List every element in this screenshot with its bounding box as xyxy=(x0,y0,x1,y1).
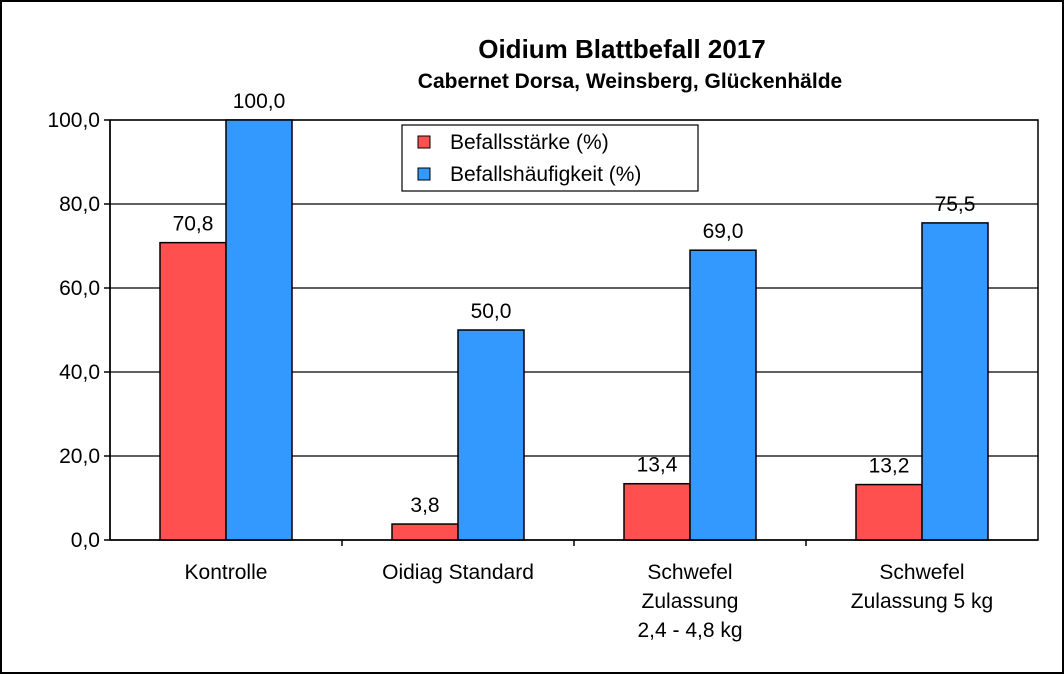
y-tick-label: 60,0 xyxy=(59,277,100,300)
category-label: Oidiag Standard xyxy=(382,561,534,584)
category-label: Kontrolle xyxy=(185,561,268,584)
category-label: 2,4 - 4,8 kg xyxy=(637,619,742,642)
category-label: Schwefel xyxy=(647,561,732,584)
y-tick-label: 20,0 xyxy=(59,445,100,468)
bar-befallshaeufigkeit xyxy=(689,249,757,541)
bar-befallshaeufigkeit xyxy=(921,222,989,541)
category-label: Zulassung 5 kg xyxy=(851,590,993,613)
bar-befallshaeufigkeit xyxy=(457,329,525,541)
data-label: 75,5 xyxy=(935,193,976,216)
chart-title: Oidium Blattbefall 2017 xyxy=(478,34,766,64)
legend-label: Befallsstärke (%) xyxy=(450,131,609,154)
axes xyxy=(104,119,1038,546)
category-label: Zulassung xyxy=(642,590,739,613)
y-tick-labels: 0,0 20,0 40,0 60,0 80,0 100,0 xyxy=(47,109,100,552)
data-label: 100,0 xyxy=(233,90,286,113)
bar-befallshaeufigkeit xyxy=(225,119,293,541)
bars xyxy=(159,119,989,541)
bar-befallsstaerke xyxy=(159,241,227,541)
legend-swatch xyxy=(417,135,431,149)
bar-befallsstaerke xyxy=(855,483,923,541)
data-label: 50,0 xyxy=(471,300,512,323)
data-label: 13,2 xyxy=(869,455,910,478)
bar-befallsstaerke xyxy=(391,523,459,541)
legend-swatch xyxy=(417,167,431,181)
legend-label: Befallshäufigkeit (%) xyxy=(450,163,641,186)
data-label: 69,0 xyxy=(703,220,744,243)
legend-box xyxy=(401,124,699,192)
category-label: Schwefel xyxy=(879,561,964,584)
data-labels: 70,8 100,0 3,8 50,0 13,4 69,0 13,2 75,5 xyxy=(173,90,976,517)
data-label: 70,8 xyxy=(173,213,214,236)
y-tick-label: 100,0 xyxy=(47,109,100,132)
data-label: 13,4 xyxy=(637,454,678,477)
data-label: 3,8 xyxy=(410,494,439,517)
category-labels: Kontrolle Oidiag Standard Schwefel Zulassun… xyxy=(185,561,994,642)
y-tick-label: 80,0 xyxy=(59,193,100,216)
bar-befallsstaerke xyxy=(623,482,691,541)
legend: Befallsstärke (%) Befallshäufigkeit (%) xyxy=(401,124,699,192)
y-tick-label: 40,0 xyxy=(59,361,100,384)
chart-subtitle: Cabernet Dorsa, Weinsberg, Glückenhälde xyxy=(418,70,842,93)
y-tick-label: 0,0 xyxy=(71,529,100,552)
